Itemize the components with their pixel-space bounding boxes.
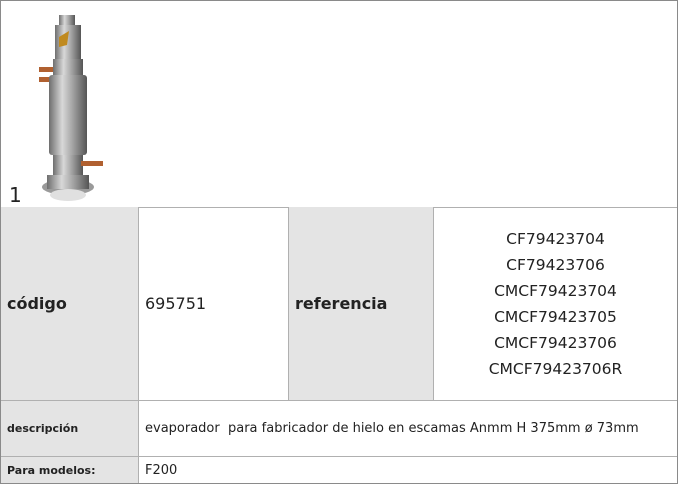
label-cell: Para modelos:	[1, 457, 139, 483]
value-cell: evaporador para fabricador de hielo en e…	[139, 401, 677, 457]
reference: CMCF79423706	[494, 333, 617, 352]
reference-list: CF79423704 CF79423706 CMCF79423704 CMCF7…	[434, 207, 677, 401]
image-label: 1	[9, 183, 22, 207]
product-image	[39, 15, 103, 201]
reference: CMCF79423704	[494, 281, 617, 300]
value-cell: 695751	[139, 207, 289, 401]
label-cell: referencia	[289, 207, 434, 401]
reference: CMCF79423705	[494, 307, 617, 326]
image-area: 1	[1, 1, 677, 208]
reference: CF79423706	[506, 255, 605, 274]
reference: CF79423704	[506, 229, 605, 248]
label-cell: código	[1, 207, 139, 401]
reference: CMCF79423706R	[488, 359, 623, 378]
value-cell: F200	[145, 462, 178, 478]
label-cell: descripción	[1, 401, 139, 457]
